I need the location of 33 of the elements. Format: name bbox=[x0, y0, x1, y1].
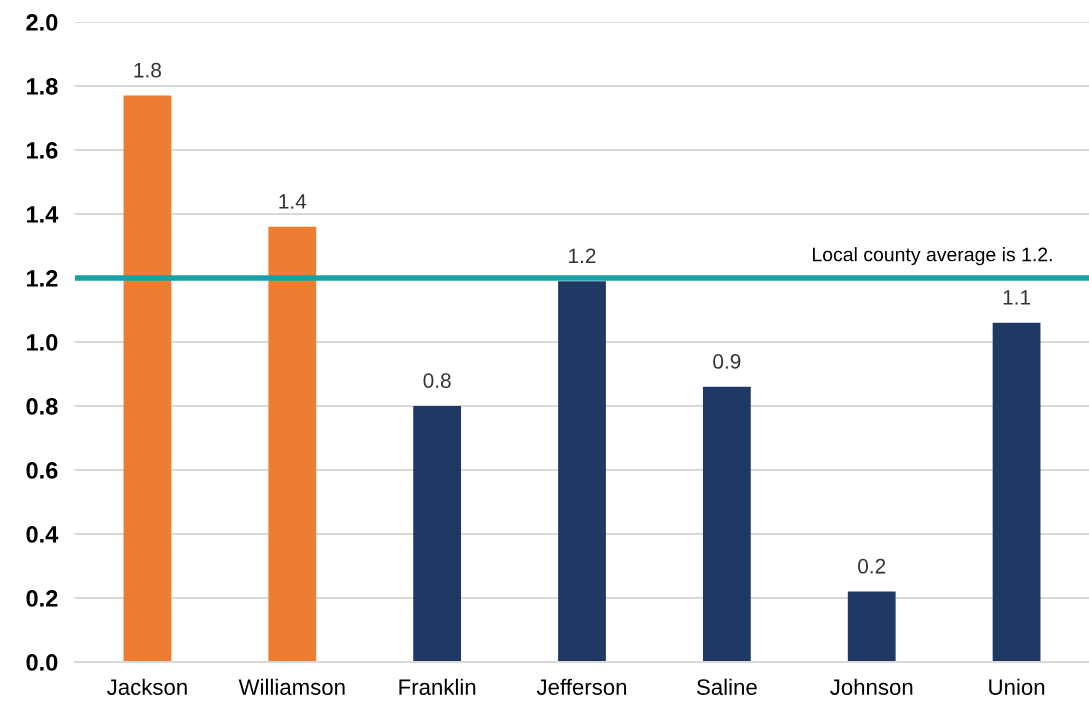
bar bbox=[268, 226, 317, 662]
data-label: 0.9 bbox=[713, 354, 741, 369]
bar bbox=[123, 95, 172, 662]
y-tick-label: 2.0 bbox=[26, 14, 58, 31]
bar bbox=[558, 281, 606, 662]
data-label: 0.8 bbox=[423, 373, 451, 388]
y-tick-label: 1.0 bbox=[27, 334, 58, 351]
y-tick-label: 1.4 bbox=[27, 206, 59, 223]
x-tick-label: Williamson bbox=[238, 678, 345, 695]
y-tick-label: 0.6 bbox=[26, 462, 58, 479]
x-tick-label: Jackson bbox=[107, 678, 187, 695]
x-tick-label: Union bbox=[989, 678, 1045, 695]
bar bbox=[992, 322, 1041, 662]
bar bbox=[413, 406, 462, 662]
y-tick-label: 0.0 bbox=[26, 654, 58, 671]
data-label: 1.8 bbox=[134, 62, 161, 78]
y-tick-label: 1.2 bbox=[27, 270, 58, 287]
y-tick-label: 0.2 bbox=[26, 590, 58, 607]
x-tick-label: Franklin bbox=[399, 678, 476, 695]
data-label: 0.2 bbox=[858, 558, 886, 574]
bar bbox=[702, 386, 751, 662]
data-label: 1.2 bbox=[569, 248, 596, 263]
y-tick-label: 1.6 bbox=[27, 142, 58, 159]
y-tick-label: 1.8 bbox=[27, 78, 58, 95]
bar bbox=[847, 591, 896, 662]
data-label: 1.1 bbox=[1003, 290, 1031, 305]
x-tick-label: Johnson bbox=[830, 678, 913, 695]
y-tick-label: 0.8 bbox=[26, 398, 58, 415]
y-tick-label: 0.4 bbox=[26, 526, 59, 543]
x-tick-label: Saline bbox=[696, 678, 757, 695]
ref-line-label: Local county average is 1.2. bbox=[813, 247, 1052, 266]
data-label: 1.4 bbox=[279, 194, 307, 209]
x-tick-label: Jefferson bbox=[536, 678, 627, 695]
